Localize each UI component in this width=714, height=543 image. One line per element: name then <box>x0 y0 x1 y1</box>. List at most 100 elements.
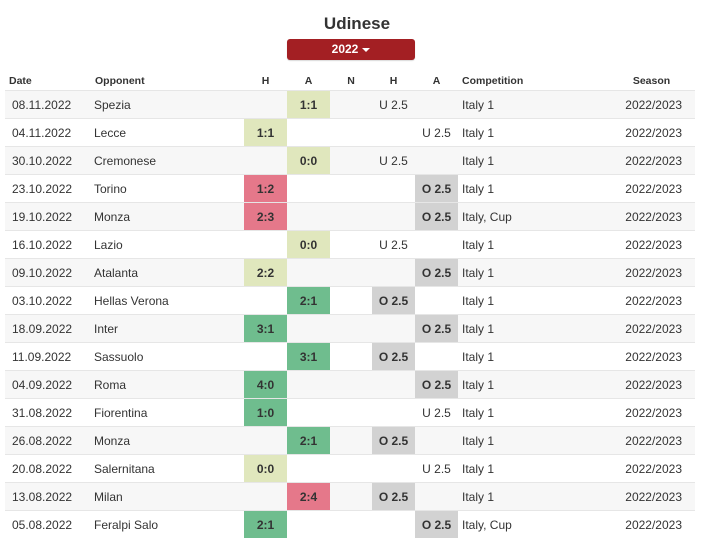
empty-cell <box>244 230 287 259</box>
table-row[interactable]: 03.10.2022 Hellas Verona 2:1 O 2.5 Italy 1 20… <box>5 286 695 315</box>
over-under: O 2.5 <box>372 482 415 511</box>
col-away-header[interactable]: A <box>304 74 313 87</box>
empty-cell <box>330 174 372 203</box>
col-competition-header[interactable]: Competition <box>462 74 524 87</box>
match-opponent: Lecce <box>91 118 244 147</box>
empty-cell <box>330 342 372 371</box>
empty-cell <box>287 510 330 538</box>
empty-cell <box>330 370 372 399</box>
empty-cell <box>372 118 415 147</box>
match-season: 2022/2023 <box>608 426 695 455</box>
over-under: U 2.5 <box>372 230 415 259</box>
empty-cell <box>415 482 458 511</box>
empty-cell <box>372 202 415 231</box>
table-row[interactable]: 31.08.2022 Fiorentina 1:0 U 2.5 Italy 1 2022/… <box>5 398 695 427</box>
over-under: O 2.5 <box>415 370 458 399</box>
col-ou-away-header[interactable]: A <box>432 74 441 87</box>
empty-cell <box>287 454 330 483</box>
col-opponent-header[interactable]: Opponent <box>95 74 145 87</box>
match-season: 2022/2023 <box>608 230 695 259</box>
empty-cell <box>330 286 372 315</box>
col-date-header[interactable]: Date <box>9 74 32 87</box>
match-competition: Italy 1 <box>458 398 608 427</box>
col-neutral-header[interactable]: N <box>347 74 355 87</box>
match-opponent: Milan <box>91 482 244 511</box>
match-competition: Italy 1 <box>458 146 608 175</box>
match-season: 2022/2023 <box>608 90 695 119</box>
match-competition: Italy, Cup <box>458 510 608 538</box>
match-date: 19.10.2022 <box>5 202 91 231</box>
table-row[interactable]: 16.10.2022 Lazio 0:0 U 2.5 Italy 1 2022/2023 <box>5 230 695 259</box>
match-date: 04.09.2022 <box>5 370 91 399</box>
empty-cell <box>330 258 372 287</box>
empty-cell <box>372 510 415 538</box>
match-season: 2022/2023 <box>608 118 695 147</box>
match-competition: Italy 1 <box>458 454 608 483</box>
table-row[interactable]: 18.09.2022 Inter 3:1 O 2.5 Italy 1 2022/2023 <box>5 314 695 343</box>
match-score: 2:3 <box>244 202 287 231</box>
match-score: 2:1 <box>287 286 330 315</box>
match-score: 3:1 <box>244 314 287 343</box>
table-row[interactable]: 04.09.2022 Roma 4:0 O 2.5 Italy 1 2022/2023 <box>5 370 695 399</box>
match-competition: Italy 1 <box>458 314 608 343</box>
empty-cell <box>415 146 458 175</box>
table-row[interactable]: 20.08.2022 Salernitana 0:0 U 2.5 Italy 1 2022… <box>5 454 695 483</box>
empty-cell <box>330 146 372 175</box>
table-row[interactable]: 30.10.2022 Cremonese 0:0 U 2.5 Italy 1 2022/2… <box>5 146 695 175</box>
match-date: 05.08.2022 <box>5 510 91 538</box>
match-season: 2022/2023 <box>608 174 695 203</box>
empty-cell <box>330 230 372 259</box>
match-opponent: Hellas Verona <box>91 286 244 315</box>
over-under: O 2.5 <box>415 174 458 203</box>
table-row[interactable]: 26.08.2022 Monza 2:1 O 2.5 Italy 1 2022/2023 <box>5 426 695 455</box>
match-competition: Italy 1 <box>458 342 608 371</box>
col-season-header[interactable]: Season <box>632 74 671 87</box>
empty-cell <box>330 426 372 455</box>
match-score: 1:0 <box>244 398 287 427</box>
over-under: O 2.5 <box>415 314 458 343</box>
empty-cell <box>330 314 372 343</box>
match-score: 2:1 <box>287 426 330 455</box>
empty-cell <box>415 342 458 371</box>
caret-down-icon <box>362 47 371 52</box>
table-row[interactable]: 13.08.2022 Milan 2:4 O 2.5 Italy 1 2022/2023 <box>5 482 695 511</box>
table-row[interactable]: 23.10.2022 Torino 1:2 O 2.5 Italy 1 2022/2023 <box>5 174 695 203</box>
table-row[interactable]: 08.11.2022 Spezia 1:1 U 2.5 Italy 1 2022/2023 <box>5 90 695 119</box>
col-home-header[interactable]: H <box>261 74 270 87</box>
col-ou-home-header[interactable]: H <box>389 74 398 87</box>
table-row[interactable]: 11.09.2022 Sassuolo 3:1 O 2.5 Italy 1 2022/20… <box>5 342 695 371</box>
over-under: U 2.5 <box>415 454 458 483</box>
table-row[interactable]: 19.10.2022 Monza 2:3 O 2.5 Italy, Cup 2022/20… <box>5 202 695 231</box>
match-score: 1:2 <box>244 174 287 203</box>
match-score: 1:1 <box>244 118 287 147</box>
match-date: 20.08.2022 <box>5 454 91 483</box>
table-row[interactable]: 09.10.2022 Atalanta 2:2 O 2.5 Italy 1 2022/20… <box>5 258 695 287</box>
match-opponent: Lazio <box>91 230 244 259</box>
empty-cell <box>372 258 415 287</box>
match-opponent: Torino <box>91 174 244 203</box>
match-date: 30.10.2022 <box>5 146 91 175</box>
season-dropdown[interactable]: 2022 <box>287 39 415 60</box>
table-row[interactable]: 04.11.2022 Lecce 1:1 U 2.5 Italy 1 2022/2023 <box>5 118 695 147</box>
over-under: O 2.5 <box>415 258 458 287</box>
match-season: 2022/2023 <box>608 286 695 315</box>
empty-cell <box>330 398 372 427</box>
match-opponent: Spezia <box>91 90 244 119</box>
match-score: 2:2 <box>244 258 287 287</box>
empty-cell <box>415 286 458 315</box>
match-opponent: Fiorentina <box>91 398 244 427</box>
table-row[interactable]: 05.08.2022 Feralpi Salo 2:1 O 2.5 Italy, Cup… <box>5 510 695 538</box>
empty-cell <box>372 174 415 203</box>
match-date: 04.11.2022 <box>5 118 91 147</box>
match-season: 2022/2023 <box>608 398 695 427</box>
empty-cell <box>372 370 415 399</box>
page-title: Udinese <box>323 14 391 33</box>
match-date: 03.10.2022 <box>5 286 91 315</box>
empty-cell <box>244 90 287 119</box>
empty-cell <box>330 482 372 511</box>
over-under: U 2.5 <box>415 398 458 427</box>
over-under: O 2.5 <box>372 426 415 455</box>
match-season: 2022/2023 <box>608 454 695 483</box>
match-date: 23.10.2022 <box>5 174 91 203</box>
match-opponent: Salernitana <box>91 454 244 483</box>
